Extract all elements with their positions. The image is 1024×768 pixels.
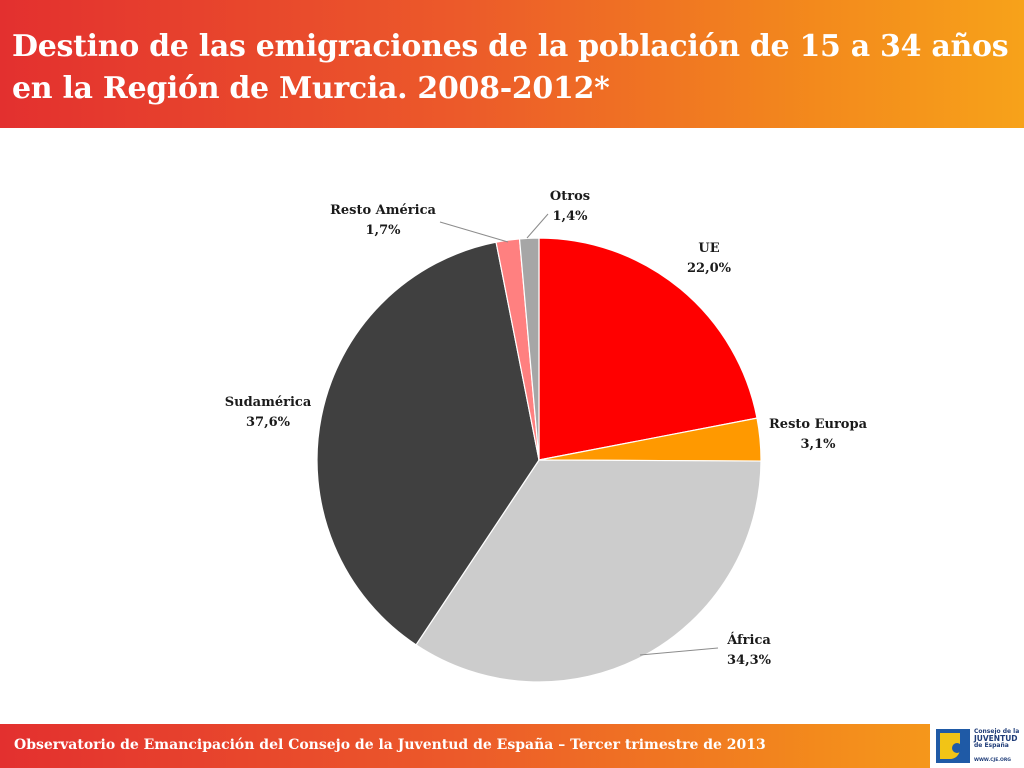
pie-slice-otros [518,237,540,461]
slice-label-sudamerica: Sudamérica [225,395,312,410]
slice-label-otros: Otros [550,189,590,204]
slice-value-ue: 22,0% [687,261,732,276]
slice-label-africa: África [726,632,771,648]
slice-label-resto-america: Resto América [330,203,436,218]
slice-value-africa: 34,3% [727,653,772,668]
slice-value-sudamerica: 37,6% [246,415,291,430]
cje-logo-mark [936,729,970,763]
pie-slice-ue [538,237,758,461]
logo-line-3: de España [974,742,1009,749]
footer-text: Observatorio de Emancipación del Consejo… [14,737,766,753]
leader-line-africa [639,647,719,656]
logo-url: WWW.CJE.ORG [974,758,1011,763]
slice-value-resto-europa: 3,1% [801,437,837,452]
cje-logo: Consejo de la JUVENTUD de España WWW.CJE… [930,724,1024,768]
footer-banner: Observatorio de Emancipación del Consejo… [0,724,1024,768]
leader-line-otros [526,213,549,239]
logo-line-2: JUVENTUD [974,734,1018,743]
cje-logo-text: Consejo de la JUVENTUD de España [974,728,1019,749]
slice-label-resto-europa: Resto Europa [769,417,868,432]
leader-line-resto-america [439,221,509,243]
slice-value-resto-america: 1,7% [366,223,402,238]
pie-chart: UE 22,0% Resto Europa 3,1% África 34,3% Sudamé… [225,189,868,683]
slice-label-ue: UE [698,241,719,256]
logo-line-1: Consejo de la [974,728,1020,735]
page-title: Destino de las emigraciones de la poblac… [12,29,1009,106]
chart-area: UE 22,0% Resto Europa 3,1% África 34,3% Sudamé… [0,128,1024,724]
header-banner: Destino de las emigraciones de la poblac… [0,0,1024,128]
pie-slice-sudamerica [316,241,540,646]
slice-value-otros: 1,4% [553,209,589,224]
